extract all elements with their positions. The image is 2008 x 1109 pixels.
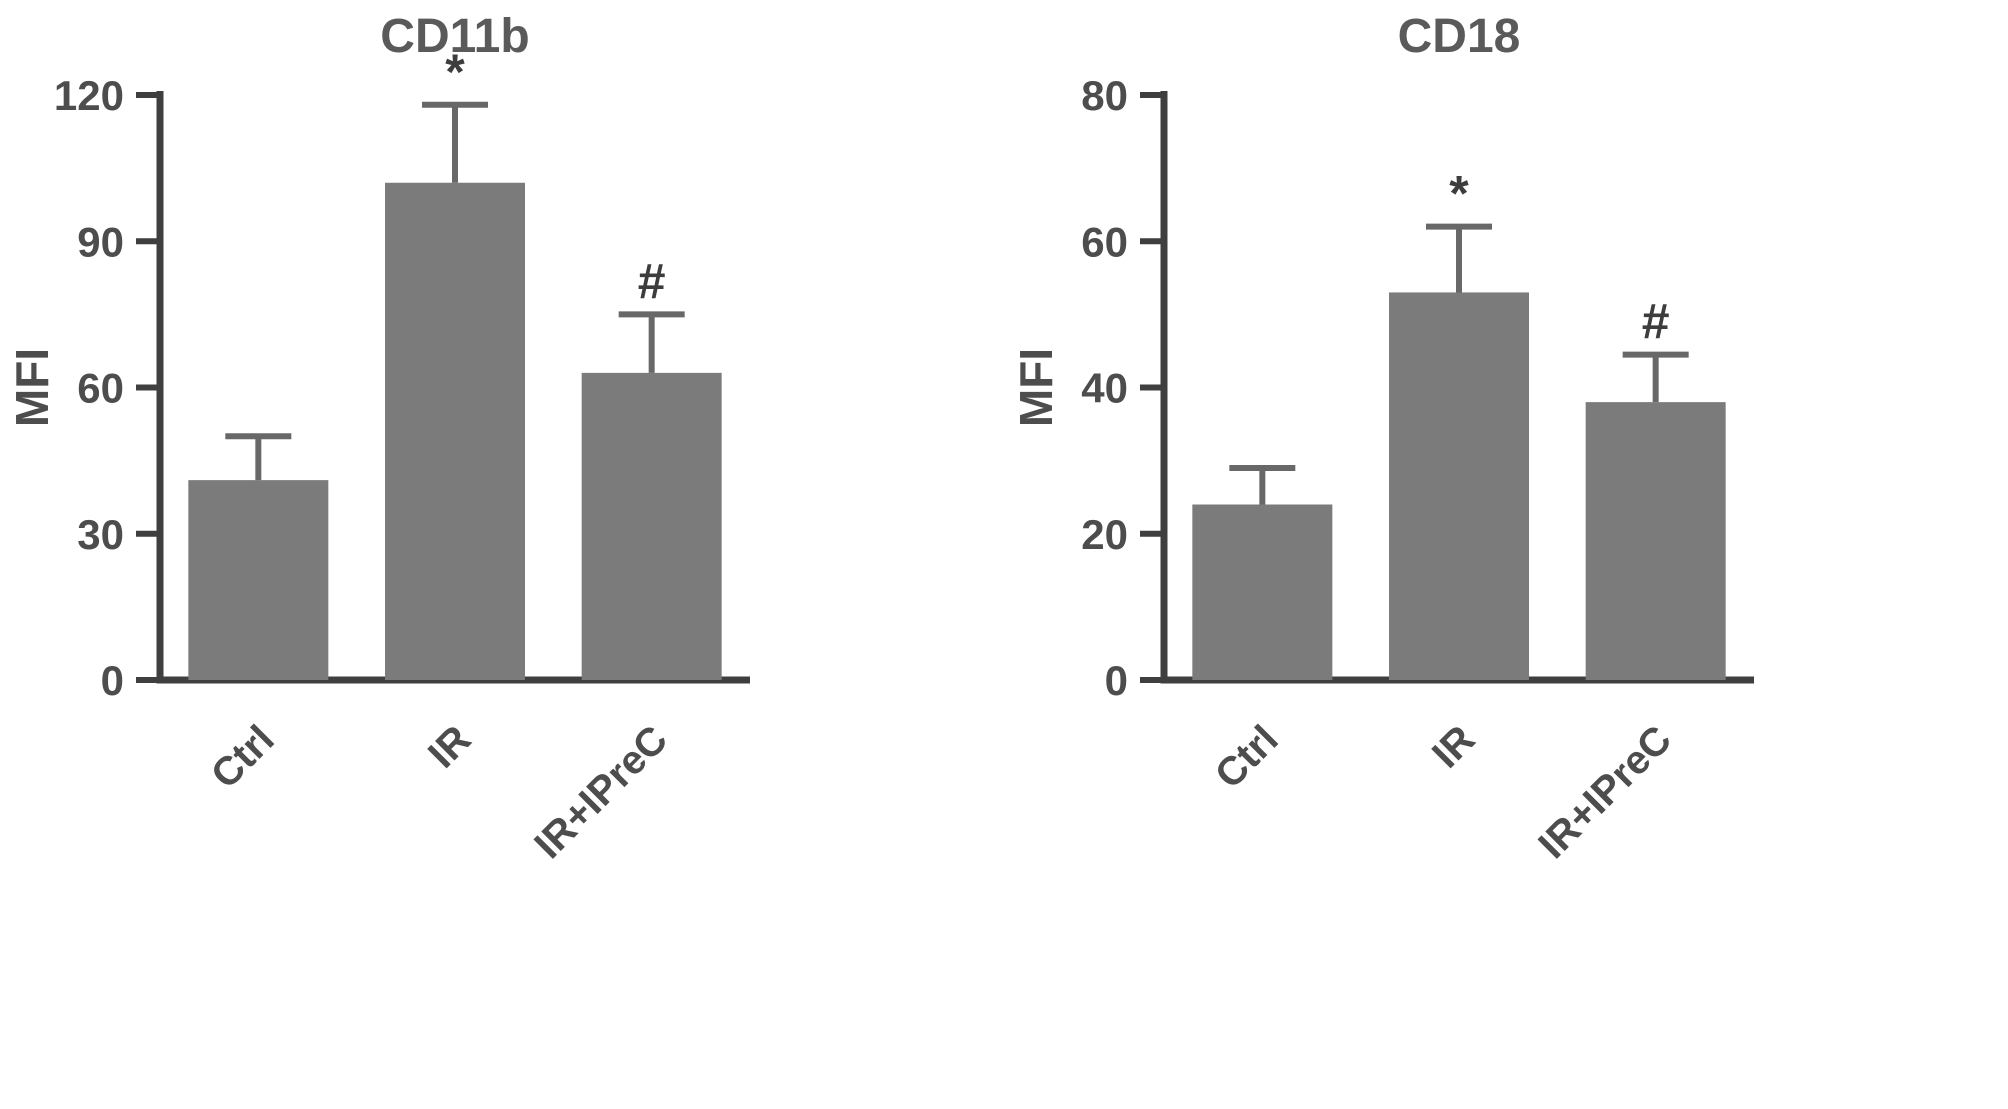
y-tick-label: 0 [1105,657,1128,704]
y-axis-title: MFI [6,348,58,427]
chart-panel-cd18: CD18 MFI 0 20 40 60 80 Ctrl * IR # IR+IPreC [1004,0,2008,1109]
y-tick-label: 20 [1081,511,1128,558]
significance-marker: # [1642,294,1670,350]
y-tick-label: 40 [1081,365,1128,412]
category-label: IR+IPreC [526,717,676,867]
cd18-bar-chart: CD18 MFI 0 20 40 60 80 Ctrl * IR # IR+IPreC [1010,10,1754,867]
y-tick-label: 80 [1081,72,1128,119]
y-tick-label: 60 [77,365,124,412]
y-tick-label: 60 [1081,218,1128,265]
cd11b-bar-chart: CD11b MFI 0 30 60 90 120 Ctrl * IR # IR+IPreC [6,10,750,867]
bar-ir [1389,292,1529,680]
category-label: Ctrl [203,717,283,797]
bar-ir-iprec [581,372,722,680]
y-axis-title: MFI [1010,348,1062,427]
category-label: IR+IPreC [1530,717,1680,867]
bar-ctrl [188,480,329,680]
chart-title: CD18 [1398,10,1521,63]
significance-marker: # [638,253,666,309]
chart-title: CD11b [380,10,529,63]
significance-marker: * [1449,166,1469,222]
bar-ir-iprec [1585,402,1726,680]
bar-ir [385,182,525,680]
chart-panel-cd11b: CD11b MFI 0 30 60 90 120 Ctrl * IR # IR+IPreC [6,10,750,867]
category-label: IR [420,717,479,776]
y-tick-label: 120 [54,72,124,119]
y-tick-label: 30 [77,511,124,558]
significance-marker: * [445,44,465,100]
y-tick-label: 90 [77,218,124,265]
category-label: Ctrl [1207,717,1287,797]
y-tick-label: 0 [101,657,124,704]
bar-ctrl [1192,504,1333,680]
category-label: IR [1424,717,1483,776]
